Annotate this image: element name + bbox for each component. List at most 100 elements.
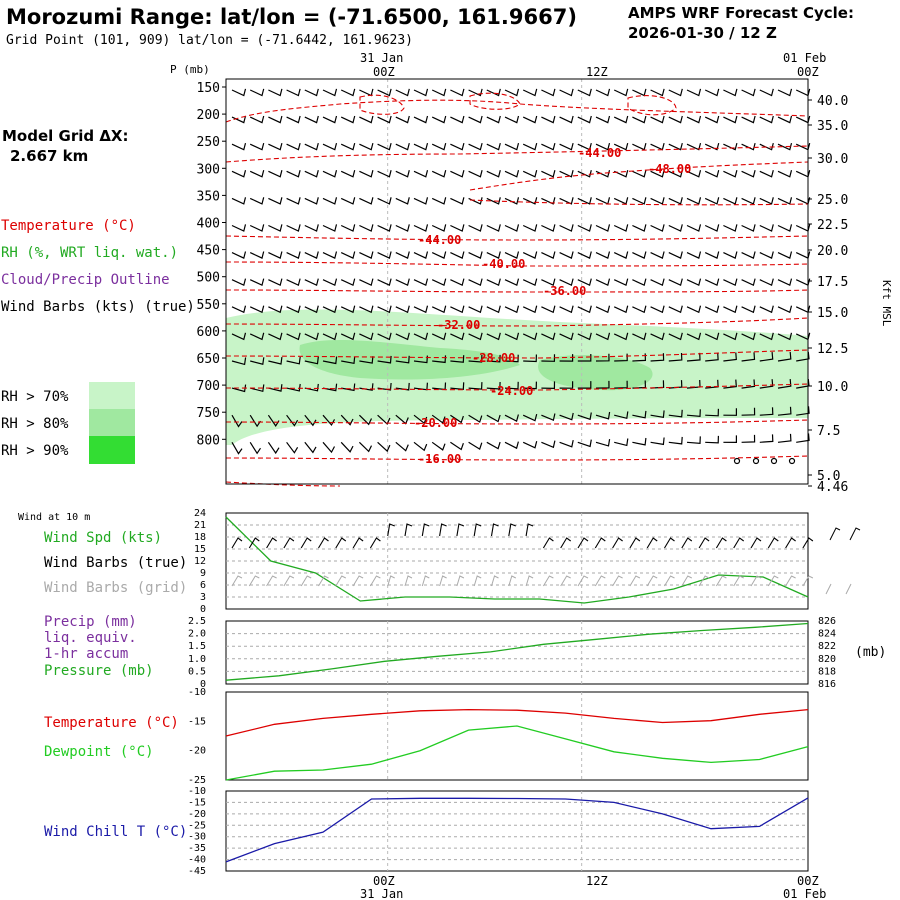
wind-barb-true [681,537,693,549]
wind-barb [522,224,538,232]
wind-barb [486,414,501,423]
wind-barb [723,197,738,205]
wind-barb [668,170,683,178]
rh80-region-2 [538,354,653,391]
wind-barb [340,251,356,259]
wind-barb-true [508,523,517,537]
wind-barb [486,142,501,151]
wind-barb [431,170,447,178]
wind-barb [450,142,465,151]
wind-barb [541,251,556,259]
wind-barb [559,224,574,232]
wind-barb [250,357,265,365]
wind-barb [613,251,629,259]
wind-barb [759,142,774,151]
wind-barb [377,115,392,124]
wind-barb [413,170,429,178]
wind-barb-true [283,537,295,549]
pressure-tick-label: 824 [818,629,836,640]
wind-barb [577,305,592,314]
temp-contour-path [469,199,809,206]
wind-barb [723,305,738,314]
wind-barb [286,278,301,287]
wind-barb [395,251,410,259]
wind-barb [340,441,354,453]
pressure-unit: (mb) [855,645,886,660]
legend-rh: RH (%, WRT liq. wat.) [1,245,178,261]
wind-barb [359,88,374,97]
wind-barb [777,351,792,362]
wind-barb [377,355,392,364]
pressure-tick-label: 700 [197,379,220,394]
wind-barb [231,442,243,455]
y-tick-label: 6 [200,580,206,591]
wind-barb [268,197,283,205]
wind-barb-grid [283,575,295,587]
wind-barb [541,197,556,205]
pressure-tick-label: 300 [197,162,220,177]
wind-barb [450,278,465,287]
wind-barb [741,197,756,205]
height-tick-label: 35.0 [817,119,848,134]
wind-barb [686,278,702,287]
wind-barb [704,305,720,314]
y-tick-label: 1.0 [188,654,206,665]
wind-barb [504,170,520,178]
wind-barb-true [698,537,710,549]
wind-barb [468,115,483,124]
model-grid-label: Model Grid ΔX: [2,127,129,145]
wind-barb [504,278,520,287]
wind-barb [486,381,501,390]
wind-barb [486,354,501,363]
wind-barb [759,407,774,416]
wind-barb [595,411,611,420]
legend-wind: Wind Barbs (kts) (true) [1,299,195,315]
wind-barb [468,441,483,451]
wind-barb [559,115,574,124]
temp-contour-label: -32.00 [437,318,480,332]
wind-barb [559,439,574,448]
wind-barb-true [266,537,277,549]
wind-barb-grid [439,575,447,587]
y-tick-label: 0 [200,679,206,690]
legend-rh70: RH > 70% [1,389,69,405]
temp-contour-path [225,99,809,123]
wind-barb [759,278,774,287]
wind-barb [358,441,373,453]
wind-barb [249,332,265,341]
wind-barb [595,251,611,259]
wind-barb [504,251,520,259]
wind-barb [577,332,592,341]
y-tick-label: 9 [200,568,206,579]
wind-barb-grid [825,583,852,595]
wind-barb [668,409,683,418]
wind-barb [577,354,592,362]
wind-barb-true [542,537,554,549]
wind-barb [504,224,520,232]
wind-barb [704,251,720,259]
wind-barb-grid [698,575,710,587]
wind-barb [577,439,592,448]
wind-barb [304,224,319,232]
height-tick-label: 17.5 [817,275,848,290]
wind-barb [632,88,647,97]
wind-barb [450,382,465,390]
wind-barb-true [802,537,814,549]
wind-barb [413,441,428,452]
wind-barb [304,332,319,341]
wind-barb [486,170,501,178]
wind-barb [614,411,629,420]
wind-barb-true [369,537,381,549]
y-tick-label: -15 [188,797,206,808]
y-tick-label: -45 [188,866,206,877]
bottom-hour-1: 00Z [373,874,395,888]
wind-barb-true [318,537,329,549]
wind-barb [359,305,374,314]
wind-barb [595,278,611,287]
wind-barb [741,305,756,314]
wind-barb [686,305,702,314]
temp-contour-label: -24.00 [490,384,533,398]
wind-barb [650,142,665,151]
wind-barb-grid [560,575,571,587]
wind-barb [559,88,574,97]
